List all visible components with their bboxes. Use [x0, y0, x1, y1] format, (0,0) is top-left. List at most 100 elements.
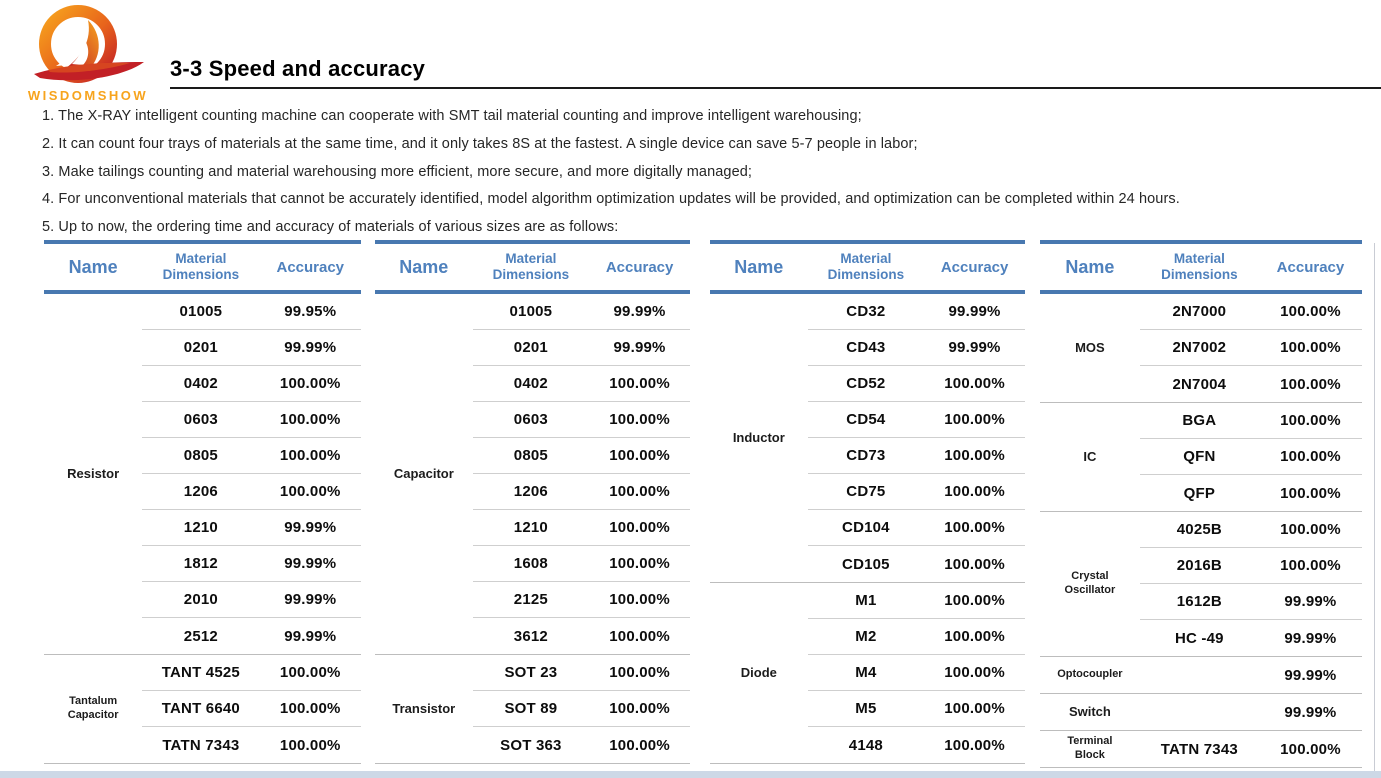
table-row: TATN 7343 100.00% — [1140, 731, 1362, 767]
table-row: QFN 100.00% — [1139, 439, 1362, 475]
table-row: 2N7004 100.00% — [1140, 366, 1362, 402]
material-dimension-value: TANT 4525 — [161, 664, 240, 681]
table-row: 2016B 100.00% — [1139, 548, 1362, 584]
table-row: 0402 100.00% — [472, 366, 690, 402]
accuracy-value: 100.00% — [609, 375, 670, 392]
accuracy-value: 100.00% — [609, 483, 670, 500]
table-header-row: Name Material Dimensions Accuracy — [1040, 244, 1362, 294]
component-group: Resistor 01005 99.95% 0201 99.99% 0402 100.00%… — [44, 294, 361, 655]
accuracy-value: 100.00% — [1280, 521, 1341, 538]
material-dimension-value: 1210 — [183, 519, 218, 536]
table-row: TANT 6640 100.00% — [142, 691, 361, 727]
accuracy-value: 99.99% — [1284, 666, 1337, 684]
accuracy-value: 100.00% — [944, 628, 1005, 645]
accuracy-value: 100.00% — [609, 519, 670, 536]
material-dimension-value: 2N7000 — [1172, 303, 1227, 320]
accuracy-value: 100.00% — [1280, 375, 1341, 393]
table-body: MOS 2N7000 100.00% 2N7002 100.00% 2N7004 100.0… — [1040, 294, 1362, 768]
table-row: 1206 100.00% — [142, 474, 361, 510]
material-dimension-value: M1 — [855, 592, 877, 609]
accuracy-value: 100.00% — [609, 627, 670, 645]
accuracy-value: 100.00% — [279, 664, 341, 681]
material-dimension-value: 2010 — [183, 591, 218, 608]
table-row: 0805 100.00% — [472, 438, 690, 474]
bullet-item-5: 5. Up to now, the ordering time and accu… — [42, 219, 619, 236]
accuracy-value: 100.00% — [944, 700, 1005, 717]
column-header-name: Name — [399, 256, 449, 277]
bullet-item-1: 1. The X-RAY intelligent counting machin… — [42, 108, 862, 124]
table-row: BGA 100.00% — [1139, 403, 1362, 439]
accuracy-value: 100.00% — [609, 411, 670, 428]
table-row: 3612 100.00% — [473, 618, 690, 654]
table-row: 0805 100.00% — [142, 438, 361, 474]
table-row: HC -49 99.99% — [1140, 620, 1362, 656]
component-group: Inductor CD32 99.99% CD43 99.99% CD52 100.00% C… — [710, 294, 1025, 583]
component-group: Transistor SOT 23 100.00% SOT 89 100.00% SOT … — [375, 655, 690, 764]
table-row: CD104 100.00% — [807, 510, 1025, 546]
material-dimension-value: 1206 — [513, 483, 548, 500]
table-row: 1608 100.00% — [472, 546, 690, 582]
accuracy-value: 99.99% — [284, 591, 337, 608]
material-dimension-value: TATN 7343 — [162, 736, 240, 754]
material-dimension-value: CD52 — [846, 375, 886, 392]
column-header-dims: Material Dimensions — [827, 250, 905, 282]
material-dimension-value: HC -49 — [1174, 629, 1224, 647]
accuracy-value: 99.99% — [1284, 703, 1337, 721]
table-row: CD75 100.00% — [807, 474, 1025, 510]
brand-name: WISDOMSHOW — [27, 88, 149, 103]
accuracy-value: 100.00% — [609, 700, 670, 717]
component-name: Optocoupler — [1057, 668, 1123, 681]
component-name: Tantalum Capacitor — [67, 695, 119, 721]
accuracy-value: 99.99% — [1284, 629, 1337, 647]
accuracy-value: 100.00% — [944, 592, 1005, 609]
table-row: 1210 100.00% — [472, 510, 690, 546]
accuracy-value: 100.00% — [279, 483, 341, 500]
material-dimension-value: BGA — [1182, 412, 1217, 429]
material-dimension-value: TANT 6640 — [161, 700, 240, 717]
material-dimension-value: 2512 — [183, 627, 218, 645]
material-dimension-value: 4025B — [1176, 521, 1222, 538]
table-row: 1210 99.99% — [142, 510, 361, 546]
material-dimension-value: QFN — [1183, 448, 1216, 465]
table-row: SOT 363 100.00% — [473, 727, 690, 763]
material-dimension-value: 2N7002 — [1172, 339, 1227, 356]
material-dimension-value: 0603 — [513, 411, 548, 428]
accuracy-value: 100.00% — [609, 736, 670, 754]
material-dimension-value: 0805 — [183, 447, 218, 464]
accuracy-value: 100.00% — [1280, 412, 1341, 429]
accuracy-value: 99.95% — [284, 303, 337, 320]
table-row: 0603 100.00% — [142, 402, 361, 438]
table-row: 99.99% — [1140, 694, 1362, 730]
component-name: Switch — [1068, 703, 1111, 719]
component-group: Switch 99.99% — [1040, 694, 1362, 731]
column-header-dims: Material Dimensions — [492, 250, 570, 282]
component-name: Transistor — [392, 700, 456, 716]
accuracy-value: 100.00% — [944, 664, 1005, 681]
table-row: 01005 99.95% — [142, 294, 361, 330]
accuracy-value: 100.00% — [1280, 740, 1341, 758]
table-row: M5 100.00% — [807, 691, 1025, 727]
table-row: CD54 100.00% — [807, 402, 1025, 438]
accuracy-value: 99.99% — [284, 519, 337, 536]
material-dimension-value: 0805 — [513, 447, 548, 464]
column-header-name: Name — [68, 256, 118, 277]
accuracy-value: 99.99% — [613, 339, 666, 356]
table-row: 1612B 99.99% — [1139, 584, 1362, 620]
accuracy-value: 100.00% — [609, 555, 670, 572]
accuracy-value: 99.99% — [284, 555, 337, 572]
table-row: 0603 100.00% — [472, 402, 690, 438]
component-group: Crystal Oscillator 4025B 100.00% 2016B 100.0… — [1040, 512, 1362, 657]
component-group: Terminal Block TATN 7343 100.00% — [1040, 731, 1362, 768]
table-row: 0201 99.99% — [142, 330, 361, 366]
material-dimension-value: 4148 — [848, 736, 883, 754]
bullet-item-4: 4. For unconventional materials that can… — [42, 191, 1180, 208]
table-body: Capacitor 01005 99.99% 0201 99.99% 0402 100.00… — [375, 294, 690, 764]
material-dimension-value: 1612B — [1176, 593, 1222, 610]
column-header-acc: Accuracy — [940, 258, 1009, 276]
accuracy-value: 100.00% — [609, 664, 670, 681]
accuracy-value: 100.00% — [1280, 303, 1341, 320]
component-group: Diode M1 100.00% M2 100.00% M4 100.00% M5 100.00… — [710, 583, 1025, 764]
material-dimension-value: TATN 7343 — [1160, 740, 1238, 758]
material-dimension-value: 3612 — [513, 627, 548, 645]
component-group: Optocoupler 99.99% — [1040, 657, 1362, 694]
